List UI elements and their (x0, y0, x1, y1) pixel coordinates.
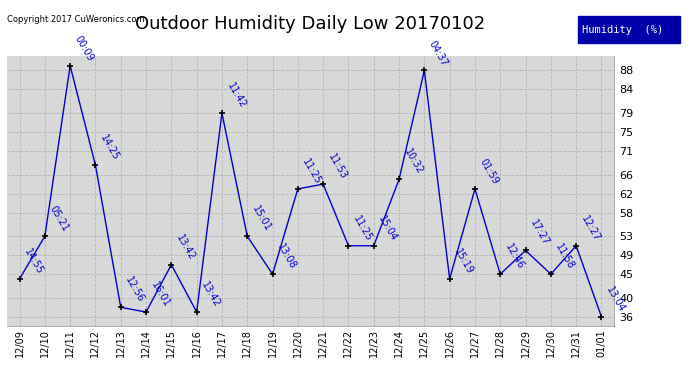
Text: 11:25: 11:25 (351, 214, 374, 243)
Text: 15:01: 15:01 (250, 204, 273, 234)
Text: 13:42: 13:42 (174, 233, 197, 262)
Text: 12:46: 12:46 (503, 242, 526, 272)
Text: 13:42: 13:42 (199, 280, 222, 309)
Text: 10:32: 10:32 (402, 147, 424, 177)
Text: 04:37: 04:37 (427, 39, 450, 68)
Text: 16:01: 16:01 (149, 280, 171, 309)
Text: 11:53: 11:53 (326, 152, 348, 182)
Text: 13:08: 13:08 (275, 242, 298, 272)
Text: 11:58: 11:58 (553, 242, 576, 272)
Text: Copyright 2017 CuWeronics.com: Copyright 2017 CuWeronics.com (7, 15, 144, 24)
Text: 12:27: 12:27 (579, 214, 602, 243)
Text: Outdoor Humidity Daily Low 20170102: Outdoor Humidity Daily Low 20170102 (135, 15, 486, 33)
Text: 13:04: 13:04 (604, 285, 627, 314)
Text: 00:09: 00:09 (73, 34, 95, 63)
Text: 17:27: 17:27 (529, 218, 551, 248)
Text: 14:55: 14:55 (22, 247, 45, 276)
Text: 15:04: 15:04 (377, 214, 399, 243)
Text: 11:42: 11:42 (225, 81, 247, 110)
Text: 14:25: 14:25 (98, 133, 121, 162)
Text: 05:21: 05:21 (48, 204, 70, 234)
Text: 01:59: 01:59 (477, 157, 500, 186)
Text: 12:56: 12:56 (124, 275, 146, 304)
Text: 11:25: 11:25 (301, 157, 324, 186)
Text: Humidity  (%): Humidity (%) (582, 25, 663, 34)
Text: 15:19: 15:19 (453, 247, 475, 276)
